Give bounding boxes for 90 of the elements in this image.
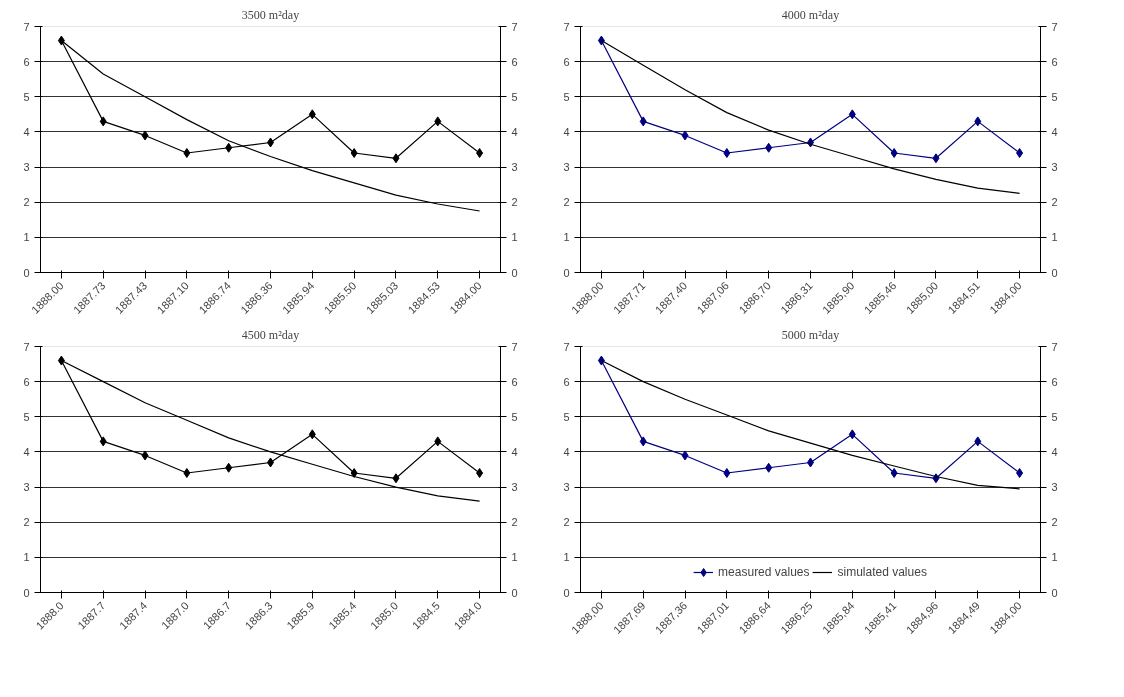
point xyxy=(392,153,400,164)
point xyxy=(476,148,484,159)
y2-tick-label: 2 xyxy=(1051,516,1058,529)
y2-tick-label: 7 xyxy=(511,20,518,33)
y-tick-label: 0 xyxy=(23,266,30,279)
y2-tick-label: 0 xyxy=(1051,266,1058,279)
y2-tick-label: 0 xyxy=(511,266,518,279)
legend-label: measured values xyxy=(718,565,810,579)
y-tick-label: 6 xyxy=(23,55,30,68)
point xyxy=(57,35,65,46)
y-tick-label: 7 xyxy=(23,340,30,353)
y-tick-label: 5 xyxy=(563,410,570,423)
y2-tick-label: 4 xyxy=(511,445,518,458)
y2-tick-label: 6 xyxy=(511,55,518,68)
y2-tick-label: 6 xyxy=(1051,375,1058,388)
point xyxy=(57,355,65,366)
y-tick-label: 7 xyxy=(563,20,570,33)
y-tick-label: 3 xyxy=(563,161,570,174)
y2-tick-label: 5 xyxy=(1051,90,1058,103)
point xyxy=(476,468,484,479)
point xyxy=(434,436,442,447)
point xyxy=(141,130,149,141)
y-tick-label: 5 xyxy=(563,90,570,103)
y2-tick-label: 6 xyxy=(511,375,518,388)
point xyxy=(434,116,442,127)
y2-tick-label: 1 xyxy=(511,551,518,564)
point xyxy=(350,468,358,479)
y2-tick-label: 7 xyxy=(1051,20,1058,33)
point xyxy=(99,116,107,127)
y-tick-label: 7 xyxy=(23,20,30,33)
y-tick-label: 2 xyxy=(23,516,30,529)
point xyxy=(225,462,233,473)
y2-tick-label: 3 xyxy=(511,481,518,494)
y2-tick-label: 1 xyxy=(1051,551,1058,564)
point xyxy=(308,429,316,440)
point xyxy=(99,436,107,447)
y2-tick-label: 2 xyxy=(1051,196,1058,209)
y-tick-label: 5 xyxy=(23,410,30,423)
legend-label: simulated values xyxy=(837,565,927,579)
point xyxy=(183,468,191,479)
y-tick-label: 7 xyxy=(563,340,570,353)
y2-tick-label: 7 xyxy=(511,340,518,353)
y-tick-label: 3 xyxy=(563,481,570,494)
y-tick-label: 3 xyxy=(23,161,30,174)
point xyxy=(141,450,149,461)
y2-tick-label: 5 xyxy=(1051,410,1058,423)
y-tick-label: 4 xyxy=(23,125,30,138)
y-tick-label: 0 xyxy=(23,586,30,599)
y2-tick-label: 2 xyxy=(511,196,518,209)
point xyxy=(183,148,191,159)
y-tick-label: 5 xyxy=(23,90,30,103)
y-tick-label: 3 xyxy=(23,481,30,494)
point xyxy=(350,148,358,159)
y-tick-label: 1 xyxy=(563,231,570,244)
y2-tick-label: 5 xyxy=(511,410,518,423)
y2-tick-label: 3 xyxy=(1051,161,1058,174)
y-tick-label: 6 xyxy=(563,375,570,388)
y-tick-label: 1 xyxy=(563,551,570,564)
y-tick-label: 1 xyxy=(23,551,30,564)
y2-tick-label: 3 xyxy=(511,161,518,174)
y2-tick-label: 1 xyxy=(511,231,518,244)
y-tick-label: 4 xyxy=(23,445,30,458)
y2-tick-label: 2 xyxy=(511,516,518,529)
chart-title: 4000 m²day xyxy=(781,7,840,22)
y2-tick-label: 5 xyxy=(511,90,518,103)
chart-title: 4500 m²day xyxy=(241,327,300,342)
point xyxy=(308,109,316,120)
point xyxy=(225,142,233,153)
y-tick-label: 2 xyxy=(23,196,30,209)
y2-tick-label: 1 xyxy=(1051,231,1058,244)
y-tick-label: 4 xyxy=(563,445,570,458)
y2-tick-label: 4 xyxy=(511,125,518,138)
y-tick-label: 2 xyxy=(563,196,570,209)
y-tick-label: 1 xyxy=(23,231,30,244)
chart-title: 3500 m²day xyxy=(241,7,300,22)
y2-tick-label: 0 xyxy=(1051,586,1058,599)
y2-tick-label: 4 xyxy=(1051,125,1058,138)
point xyxy=(392,473,400,484)
y2-tick-label: 6 xyxy=(1051,55,1058,68)
y2-tick-label: 7 xyxy=(1051,340,1058,353)
y-tick-label: 6 xyxy=(23,375,30,388)
y-tick-label: 6 xyxy=(563,55,570,68)
y-tick-label: 0 xyxy=(563,586,570,599)
y-tick-label: 0 xyxy=(563,266,570,279)
y2-tick-label: 0 xyxy=(511,586,518,599)
y2-tick-label: 3 xyxy=(1051,481,1058,494)
chart-title: 5000 m²day xyxy=(781,327,840,342)
y-tick-label: 4 xyxy=(563,125,570,138)
y2-tick-label: 4 xyxy=(1051,445,1058,458)
y-tick-label: 2 xyxy=(563,516,570,529)
